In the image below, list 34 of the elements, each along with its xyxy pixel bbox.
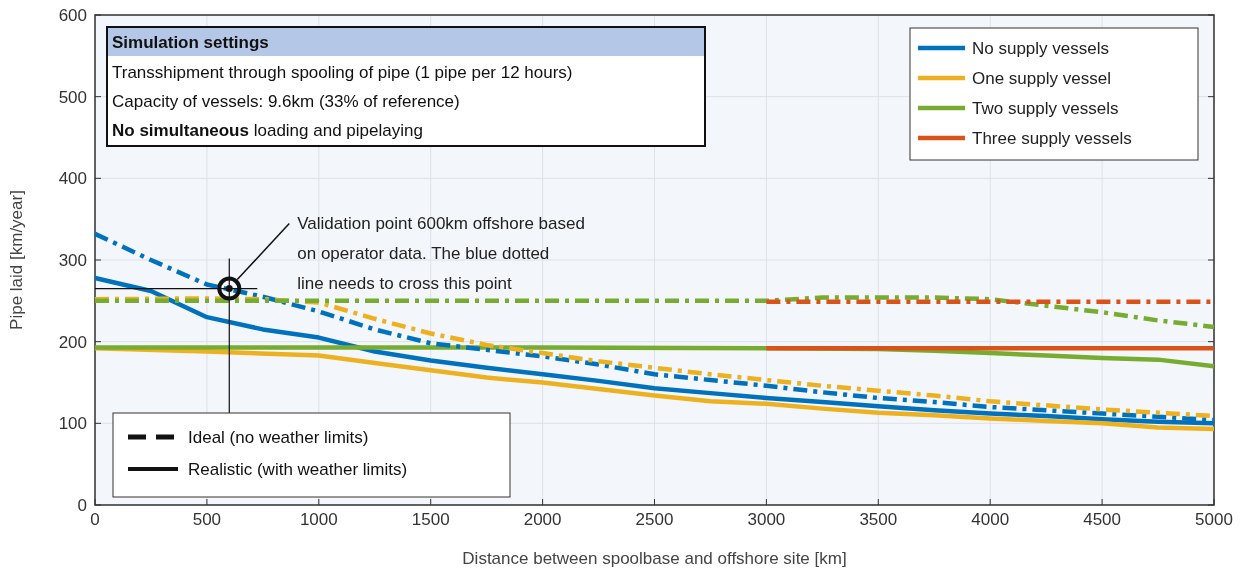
y-tick-label: 500 bbox=[58, 87, 87, 107]
annotation: Validation point 600km offshore based on operator data. The blue dotted line needs to cross this point bbox=[297, 213, 585, 293]
x-tick-label: 3000 bbox=[747, 510, 786, 529]
line-series bbox=[92, 295, 1217, 330]
x-tick-label: 5000 bbox=[1195, 510, 1233, 529]
legend-label: Two supply vessels bbox=[972, 99, 1119, 118]
legend-label: No supply vessels bbox=[972, 39, 1110, 58]
legend-label: Three supply vessels bbox=[972, 129, 1132, 148]
legend-label: One supply vessel bbox=[972, 69, 1111, 88]
x-tick-label: 3500 bbox=[859, 510, 898, 529]
annotation: Realistic (with weather limits) bbox=[188, 460, 408, 479]
x-tick-label: 0 bbox=[90, 510, 100, 529]
y-tick-label: 100 bbox=[58, 414, 87, 434]
y-tick-label: 200 bbox=[58, 332, 87, 352]
y-axis-title: Pipe laid [km/year] bbox=[7, 190, 26, 330]
x-tick-label: 2000 bbox=[523, 510, 562, 529]
annotation: Transshipment through spooling of pipe (1 pipe per 12 hours) bbox=[112, 63, 573, 82]
annotation: loading and pipelaying bbox=[253, 121, 423, 140]
x-tick-label: 4000 bbox=[971, 510, 1010, 529]
x-tick-label: 1500 bbox=[411, 510, 450, 529]
y-tick-label: 600 bbox=[58, 6, 87, 25]
x-tick-label: 500 bbox=[192, 510, 222, 529]
x-tick-label: 1000 bbox=[299, 510, 338, 529]
y-tick-label: 0 bbox=[77, 496, 87, 515]
annotation: No simultaneous bbox=[112, 121, 249, 140]
line-series bbox=[92, 231, 1217, 423]
x-tick-label: 4500 bbox=[1083, 510, 1122, 529]
y-tick-label: 400 bbox=[58, 169, 87, 189]
x-tick-label: 2500 bbox=[635, 510, 674, 529]
annotation: Capacity of vessels: 9.6km (33% of reference) bbox=[112, 92, 460, 111]
y-tick-label: 300 bbox=[58, 251, 87, 270]
annotation: Ideal (no weather limits) bbox=[188, 428, 369, 447]
x-axis-title: Distance between spoolbase and offshore site [km] bbox=[462, 549, 847, 568]
annotation: Simulation settings bbox=[112, 33, 269, 52]
